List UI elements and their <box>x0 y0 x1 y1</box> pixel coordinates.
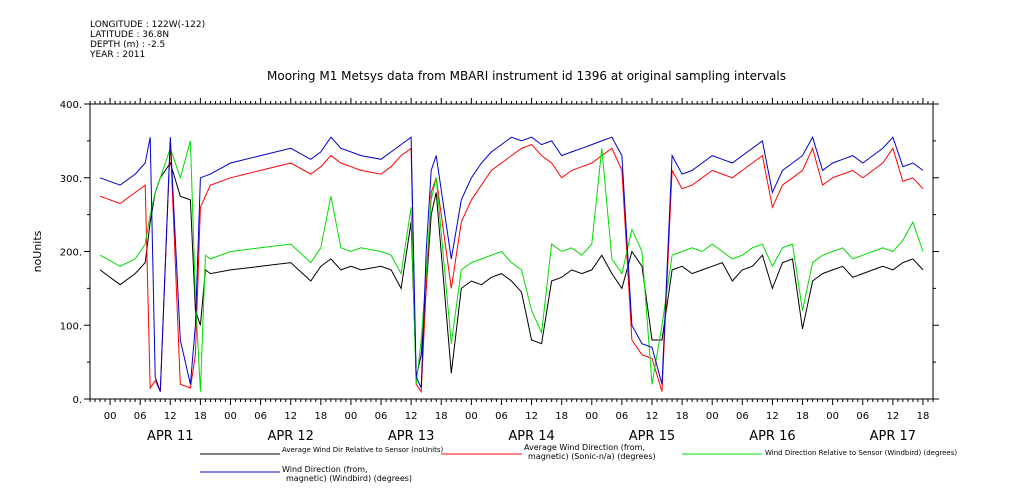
x-hour-label: 06 <box>134 411 147 422</box>
y-tick-label: 200. <box>60 248 82 259</box>
x-hour-label: 06 <box>375 411 388 422</box>
x-hour-label: 00 <box>224 411 237 422</box>
x-hour-label: 12 <box>766 411 779 422</box>
x-hour-label: 06 <box>616 411 629 422</box>
x-day-label: APR 14 <box>508 429 554 444</box>
x-hour-label: 00 <box>465 411 478 422</box>
metadata-block: LONGITUDE : 122W(-122) LATITUDE : 36.8N … <box>90 20 205 60</box>
series-line-3 <box>99 140 924 392</box>
longitude-label: LONGITUDE : 122W(-122) <box>90 20 206 30</box>
y-tick-label: 400. <box>60 100 82 111</box>
x-hour-label: 00 <box>826 411 839 422</box>
y-axis-label: noUnits <box>31 230 44 272</box>
x-hour-label: 00 <box>585 411 598 422</box>
y-tick-label: 100. <box>60 321 82 332</box>
x-hour-label: 18 <box>796 411 809 422</box>
y-tick-label: 300. <box>60 174 82 185</box>
legend-label-2: Average Wind Direction (from, magnetic) (… <box>524 443 656 461</box>
legend-label-4: Wind Direction (from, magnetic) (Windbird… <box>282 465 412 483</box>
x-hour-label: 00 <box>345 411 358 422</box>
x-hour-label: 12 <box>886 411 899 422</box>
x-hour-label: 12 <box>164 411 177 422</box>
legend-label-1: Average Wind Dir Relative to Sensor (noU… <box>282 446 443 454</box>
x-day-label: APR 11 <box>147 429 193 444</box>
x-hour-label: 18 <box>555 411 568 422</box>
x-hour-label: 18 <box>435 411 448 422</box>
series-line-2 <box>99 140 924 394</box>
x-hour-label: 00 <box>706 411 719 422</box>
x-hour-label: 18 <box>194 411 207 422</box>
x-day-label: APR 16 <box>749 429 795 444</box>
x-hour-label: 12 <box>525 411 538 422</box>
series-line-1 <box>99 161 924 378</box>
x-hour-label: 00 <box>104 411 117 422</box>
x-hour-label: 12 <box>405 411 418 422</box>
x-hour-label: 06 <box>254 411 267 422</box>
x-day-label: APR 15 <box>629 429 675 444</box>
x-hour-label: 12 <box>284 411 297 422</box>
x-hour-label: 12 <box>646 411 659 422</box>
chart-title: Mooring M1 Metsys data from MBARI instru… <box>267 69 786 83</box>
y-tick-label: 0. <box>72 395 82 406</box>
year-label: YEAR : 2011 <box>90 50 146 60</box>
x-hour-label: 06 <box>495 411 508 422</box>
x-hour-label: 18 <box>676 411 689 422</box>
x-day-label: APR 17 <box>870 429 916 444</box>
x-hour-label: 18 <box>314 411 327 422</box>
x-hour-label: 06 <box>856 411 869 422</box>
x-hour-label: 06 <box>736 411 749 422</box>
depth-label: DEPTH (m) : -2.5 <box>90 40 166 50</box>
legend-label-3: Wind Direction Relative to Sensor (Windb… <box>765 449 957 457</box>
x-day-label: APR 13 <box>388 429 434 444</box>
latitude-label: LATITUDE : 36.8N <box>90 30 170 40</box>
series-line-4 <box>99 135 924 392</box>
x-day-label: APR 12 <box>267 429 313 444</box>
x-hour-label: 18 <box>917 411 930 422</box>
